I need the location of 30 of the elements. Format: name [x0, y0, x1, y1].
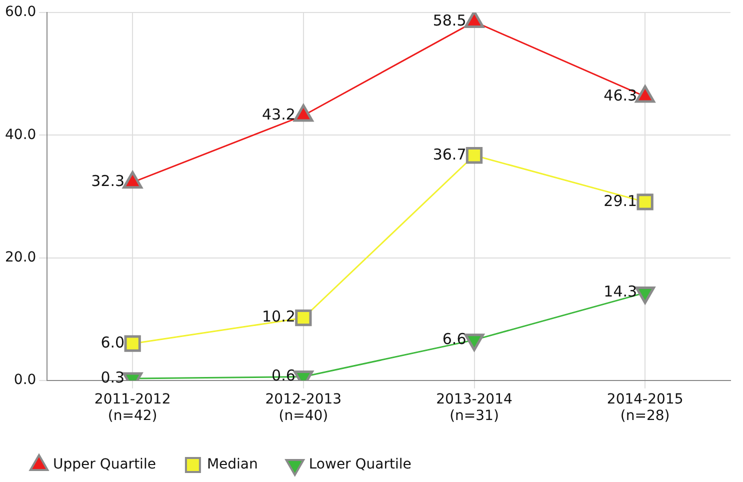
point [636, 194, 654, 210]
data-label: 14.3 [604, 282, 638, 301]
data-label: 10.2 [262, 308, 296, 326]
data-label: 58.5 [432, 12, 466, 30]
point [122, 171, 142, 189]
data-label: 46.3 [604, 86, 638, 104]
legend-label: Upper Quartile [53, 456, 156, 473]
y-tick-label: 0.0 [14, 372, 36, 388]
point [466, 147, 483, 164]
data-label: 29.1 [604, 192, 638, 210]
data-label: 36.7 [432, 145, 466, 164]
point [294, 104, 314, 122]
data-label: 6.0 [100, 334, 125, 352]
x-tick-label: 2014-2015 (n=28) [606, 391, 684, 424]
x-tick-label: 2012-2013 (n=40) [265, 391, 342, 424]
legend-label: Lower Quartile [308, 456, 412, 473]
legend-label: Median [206, 456, 258, 473]
data-label: 0.3 [100, 368, 125, 386]
x-tick-label: 2011-2012 (n=42) [94, 391, 171, 424]
data-label: 43.2 [262, 105, 296, 124]
data-label: 32.3 [91, 172, 125, 190]
point [295, 310, 312, 326]
point [464, 12, 484, 28]
y-tick-label: 60.0 [5, 4, 36, 20]
y-tick-label: 20.0 [5, 249, 36, 266]
data-label: 6.6 [442, 330, 466, 348]
point [635, 85, 655, 103]
y-tick-label: 40.0 [5, 126, 36, 143]
x-tick-label: 2013-2014 (n=31) [436, 391, 512, 424]
point [124, 335, 141, 352]
